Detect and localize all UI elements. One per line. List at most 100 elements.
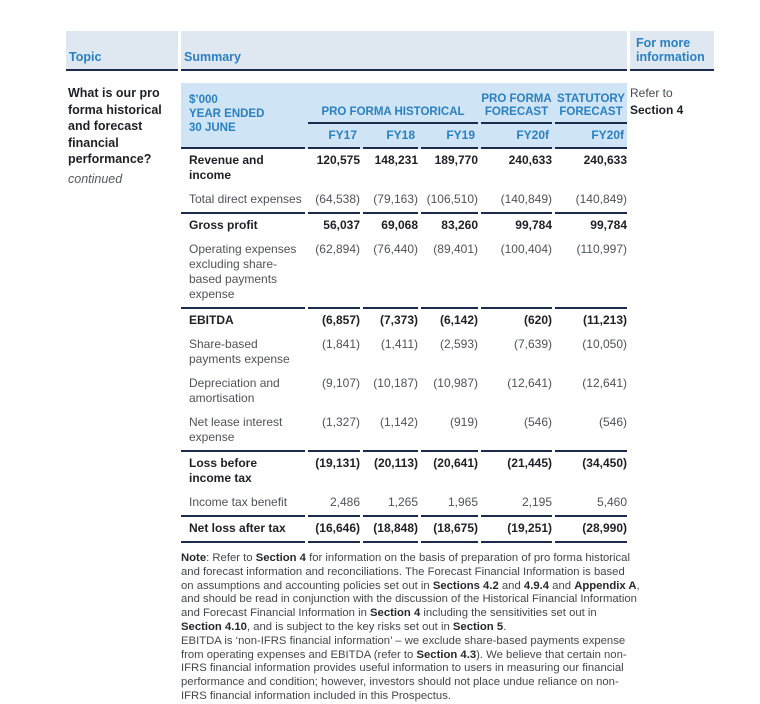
- row-value: 240,633: [508, 153, 552, 167]
- row-value: (546): [523, 415, 552, 429]
- row-value: 120,575: [316, 153, 360, 167]
- table-row: Operating expenses excluding share-based…: [181, 238, 627, 307]
- row-value: (18,848): [363, 515, 418, 543]
- row-value: 1,965: [447, 495, 478, 509]
- table-header: $’000 YEAR ENDED 30 JUNE PRO FORMA HISTO…: [181, 83, 627, 149]
- column-header-band: Topic Summary For more information: [66, 31, 714, 71]
- row-value: 2,195: [521, 495, 552, 509]
- row-value: 99,784: [481, 212, 552, 238]
- column-header-fy19: FY19: [421, 124, 478, 149]
- row-value: (11,213): [555, 307, 627, 333]
- row-value: (1,142): [379, 415, 418, 429]
- more-info-column: Refer to Section 4: [630, 83, 714, 704]
- summary-column: $’000 YEAR ENDED 30 JUNE PRO FORMA HISTO…: [181, 83, 640, 704]
- band-header-more-info: For more information: [630, 31, 714, 71]
- row-value: (2,593): [439, 337, 478, 351]
- refer-to-text: Refer to: [630, 86, 673, 100]
- unit-label: $’000: [189, 94, 218, 106]
- row-value: (21,445): [481, 450, 552, 491]
- table-row: Income tax benefit 2,486 1,265 1,965 2,195 5,…: [181, 491, 627, 515]
- table-row: Revenue and income 120,575 148,231 189,770 2…: [181, 149, 627, 188]
- row-label: Revenue and income: [189, 153, 264, 182]
- topic-continued: continued: [68, 171, 123, 186]
- note-paragraph: EBITDA is ‘non-IFRS financial informatio…: [181, 634, 627, 702]
- row-value: (20,113): [363, 450, 418, 491]
- row-value: (64,538): [315, 192, 360, 206]
- unit-year-header: $’000 YEAR ENDED 30 JUNE: [181, 93, 305, 149]
- row-value: (140,849): [500, 192, 552, 206]
- row-value: (546): [598, 415, 627, 429]
- thirty-june-label: 30 JUNE: [189, 122, 236, 134]
- row-value: (6,142): [421, 307, 478, 333]
- row-label: Gross profit: [181, 212, 305, 238]
- row-value: (100,404): [500, 242, 552, 256]
- band-header-topic: Topic: [66, 31, 178, 71]
- group-pro-forma-historical: PRO FORMA HISTORICAL: [308, 93, 478, 124]
- financial-table: $’000 YEAR ENDED 30 JUNE PRO FORMA HISTO…: [181, 83, 627, 543]
- row-label: Total direct expenses: [189, 192, 302, 206]
- topic-column: What is our pro forma historical and for…: [66, 83, 178, 704]
- section-reference: Section 4: [630, 103, 684, 117]
- row-value: (12,641): [507, 376, 552, 390]
- table-row: Gross profit 56,037 69,068 83,260 99,784 99,7…: [181, 212, 627, 238]
- more-info-header-label: For more information: [636, 36, 705, 64]
- row-label: Loss before income tax: [181, 450, 305, 491]
- column-header-fy18: FY18: [363, 124, 418, 149]
- row-value: 56,037: [308, 212, 360, 238]
- row-value: (10,050): [582, 337, 627, 351]
- row-label: Net loss after tax: [181, 515, 305, 543]
- row-value: 1,265: [387, 495, 418, 509]
- table-row: Net lease interest expense (1,327) (1,142)…: [181, 411, 627, 450]
- row-value: (76,440): [373, 242, 418, 256]
- row-value: (110,997): [576, 242, 627, 256]
- row-value: (89,401): [433, 242, 478, 256]
- row-value: 189,770: [434, 153, 478, 167]
- row-value: (620): [481, 307, 552, 333]
- row-value: (34,450): [555, 450, 627, 491]
- topic-question: What is our pro forma historical and for…: [68, 86, 162, 166]
- year-ended-label: YEAR ENDED: [189, 108, 265, 120]
- column-header-fy20f-proforma: FY20f: [481, 124, 552, 149]
- band-header-summary: Summary: [181, 31, 627, 71]
- row-value: (10,187): [373, 376, 418, 390]
- row-value: 5,460: [596, 495, 627, 509]
- row-value: (6,857): [308, 307, 360, 333]
- row-value: (919): [449, 415, 478, 429]
- row-label: Share-based payments expense: [189, 337, 290, 366]
- column-header-fy17: FY17: [308, 124, 360, 149]
- note-paragraph: Note: Refer to Section 4 for information…: [181, 552, 640, 633]
- content-row: What is our pro forma historical and for…: [66, 83, 711, 704]
- row-value: (10,987): [433, 376, 478, 390]
- row-value: (19,131): [308, 450, 360, 491]
- row-value: (140,849): [575, 192, 627, 206]
- table-row: Loss before income tax (19,131) (20,113) (2…: [181, 450, 627, 491]
- row-value: (9,107): [321, 376, 360, 390]
- row-value: 240,633: [583, 153, 627, 167]
- summary-header-label: Summary: [184, 49, 241, 64]
- row-value: (12,641): [582, 376, 627, 390]
- row-value: (18,675): [421, 515, 478, 543]
- row-label: Net lease interest expense: [189, 415, 283, 444]
- row-label: Operating expenses excluding share-based…: [189, 242, 297, 301]
- row-value: (28,990): [555, 515, 627, 543]
- table-row: Net loss after tax (16,646) (18,848) (18,67…: [181, 515, 627, 543]
- column-header-fy20f-statutory: FY20f: [555, 124, 627, 149]
- row-value: (1,327): [321, 415, 360, 429]
- row-value: 2,486: [329, 495, 360, 509]
- row-label: Income tax benefit: [189, 495, 288, 509]
- row-value: (7,373): [363, 307, 418, 333]
- table-body: Revenue and income 120,575 148,231 189,770 2…: [181, 149, 627, 543]
- table-row: Total direct expenses (64,538) (79,163) (10…: [181, 188, 627, 212]
- table-row: Depreciation and amortisation (9,107) (10,…: [181, 372, 627, 411]
- row-label: EBITDA: [181, 307, 305, 333]
- group-pro-forma-forecast: PRO FORMA FORECAST: [481, 93, 552, 124]
- row-value: (1,411): [380, 337, 418, 351]
- row-value: (7,639): [513, 337, 552, 351]
- row-value: 83,260: [421, 212, 478, 238]
- row-value: 69,068: [363, 212, 418, 238]
- table-row: EBITDA (6,857) (7,373) (6,142) (620) (11,213): [181, 307, 627, 333]
- row-value: (62,894): [315, 242, 360, 256]
- row-label: Depreciation and amortisation: [189, 376, 280, 405]
- topic-header-label: Topic: [69, 49, 102, 64]
- row-value: (20,641): [421, 450, 478, 491]
